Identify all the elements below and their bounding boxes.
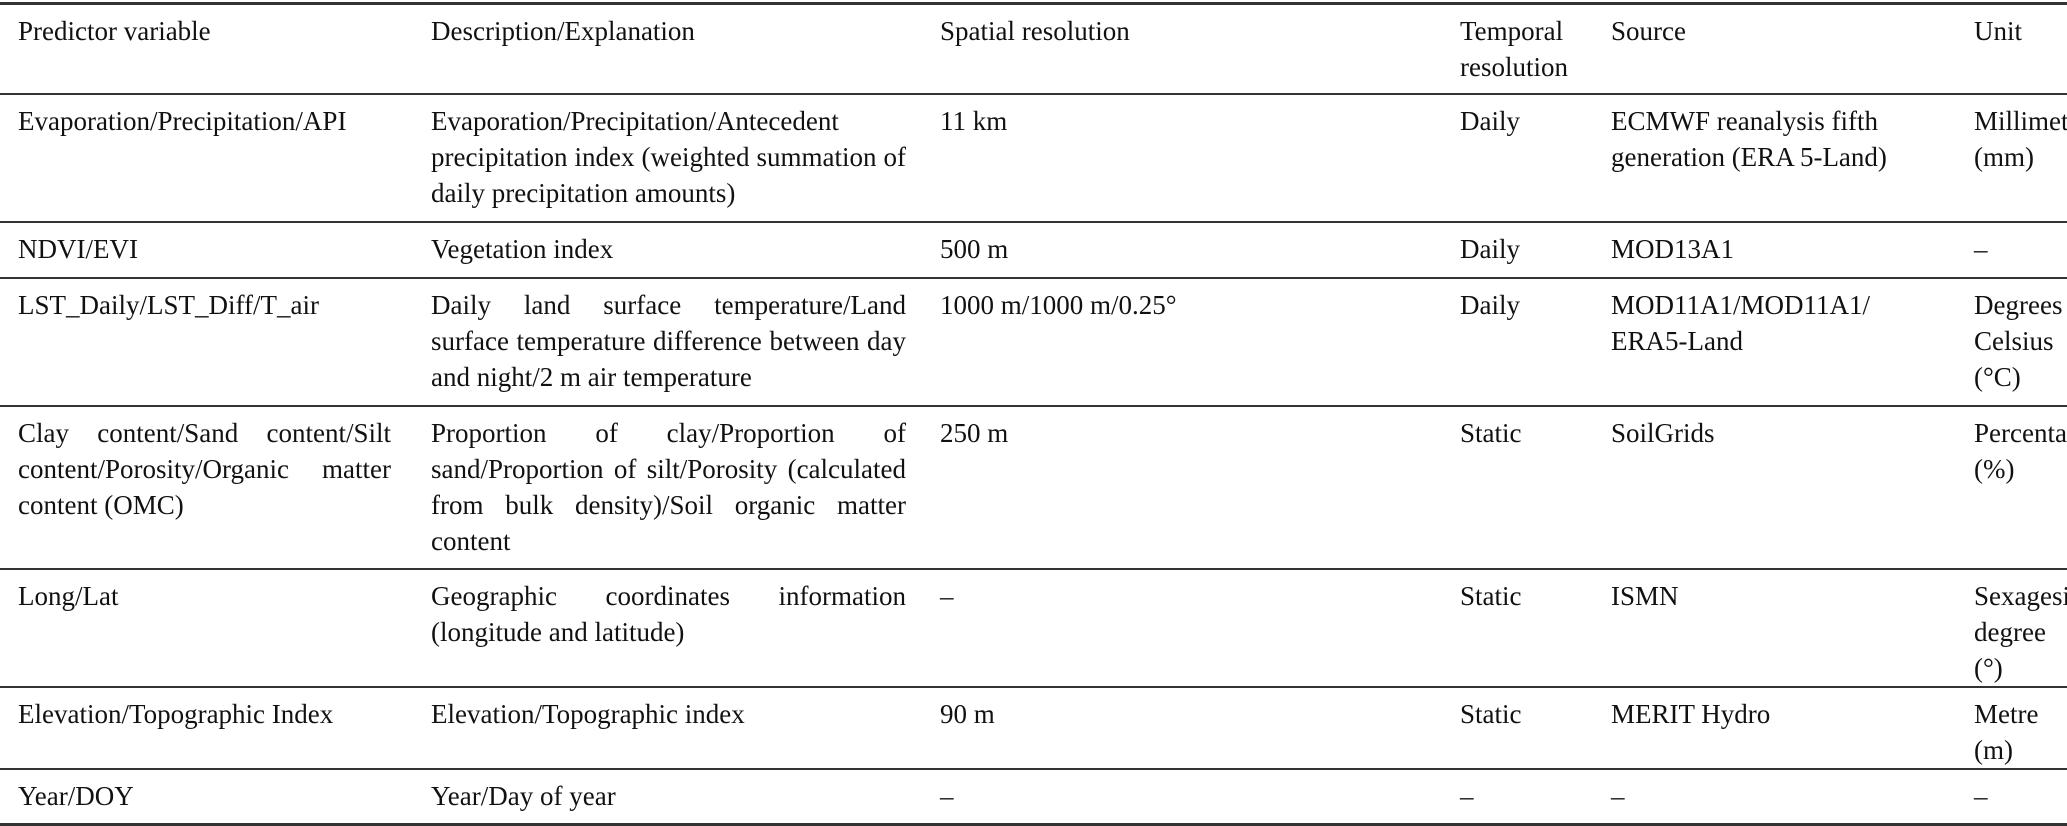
cell-temporal-resolution: Static [1460, 417, 1522, 448]
cell-temporal-resolution: Daily [1460, 289, 1520, 320]
cell-spatial-resolution: 250 m [940, 417, 1009, 448]
cell-temporal-resolution: Static [1460, 580, 1522, 611]
cell-description: Elevation/Topographic index [431, 698, 745, 729]
header-description: Description/Explanation [431, 16, 695, 46]
table-row: Clay content/Sand content/Silt content/P… [0, 406, 2067, 569]
cell-source: MERIT Hydro [1611, 698, 1771, 729]
cell-predictor-variable: Clay content/Sand content/Silt content/P… [18, 417, 391, 520]
cell-spatial-resolution: 90 m [940, 698, 995, 729]
cell-predictor-variable: Year/DOY [18, 780, 134, 811]
cell-description: Vegetation index [431, 233, 614, 264]
cell-unit: Metre (m) [1974, 698, 2039, 765]
header-row: Predictor variable Description/Explanati… [0, 3, 2067, 94]
cell-description: Proportion of clay/Proportion of sand/Pr… [431, 417, 906, 556]
cell-predictor-variable: LST_Daily/LST_Diff/T_air [18, 289, 319, 320]
header-unit: Unit [1974, 16, 2023, 46]
cell-temporal-resolution: Static [1460, 698, 1522, 729]
table-row: Elevation/Topographic Index Elevation/Top… [0, 687, 2067, 769]
cell-predictor-variable: NDVI/EVI [18, 233, 138, 264]
table-row: Long/Lat Geographic coordinates informati… [0, 569, 2067, 687]
cell-description: Year/Day of year [431, 780, 616, 811]
header-predictor-variable: Predictor variable [18, 16, 211, 46]
cell-description: Evaporation/Precipitation/Antecedent pre… [431, 105, 906, 208]
cell-description: Geographic coordinates information (long… [431, 580, 906, 647]
cell-spatial-resolution: – [940, 780, 954, 811]
cell-temporal-resolution: Daily [1460, 105, 1520, 136]
cell-predictor-variable: Evaporation/Precipitation/API [18, 105, 347, 136]
cell-source: SoilGrids [1611, 417, 1715, 448]
cell-unit: Millimetre (mm) [1974, 105, 2067, 172]
cell-source: MOD13A1 [1611, 233, 1735, 264]
cell-predictor-variable: Elevation/Topographic Index [18, 698, 334, 729]
cell-temporal-resolution: – [1460, 780, 1474, 811]
header-spatial-resolution: Spatial resolution [940, 16, 1130, 46]
cell-description: Daily land surface temperature/Land surf… [431, 289, 906, 392]
cell-unit: Sexagesimal degree (°) [1974, 580, 2067, 683]
header-source: Source [1611, 16, 1686, 46]
table-row: Evaporation/Precipitation/API Evaporation… [0, 94, 2067, 222]
table-row: NDVI/EVI Vegetation index 500 m Daily MOD13A… [0, 222, 2067, 278]
cell-unit: Degrees Celsius (°C) [1974, 289, 2063, 392]
cell-source: MOD11A1/MOD11A1/ ERA5-Land [1611, 289, 1871, 356]
cell-spatial-resolution: – [940, 580, 954, 611]
cell-spatial-resolution: 11 km [940, 105, 1008, 136]
cell-temporal-resolution: Daily [1460, 233, 1520, 264]
cell-predictor-variable: Long/Lat [18, 580, 119, 611]
cell-source: – [1611, 780, 1625, 811]
cell-source: ECMWF reanalysis fifth generation (ERA 5… [1611, 105, 1887, 172]
cell-unit: – [1974, 780, 1988, 811]
table-row: Year/DOY Year/Day of year – – – – [0, 769, 2067, 825]
cell-spatial-resolution: 1000 m/1000 m/0.25° [940, 289, 1177, 320]
cell-unit: – [1974, 233, 1988, 264]
cell-source: ISMN [1611, 580, 1679, 611]
cell-spatial-resolution: 500 m [940, 233, 1009, 264]
header-temporal-resolution: Temporal resolution [1460, 16, 1568, 82]
cell-unit: Percentage (%) [1974, 417, 2067, 484]
table-row: LST_Daily/LST_Diff/T_air Daily land surfa… [0, 278, 2067, 406]
